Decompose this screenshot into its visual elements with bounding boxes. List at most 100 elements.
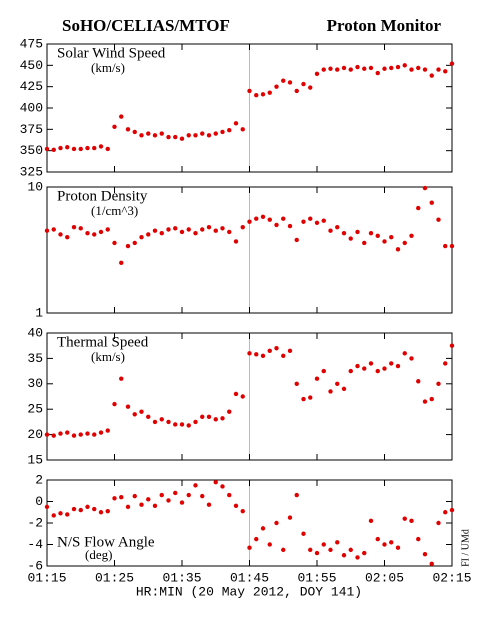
data-point xyxy=(416,65,421,71)
title-left: SoHO/CELIAS/MTOF xyxy=(62,16,230,35)
data-point xyxy=(152,503,158,508)
data-point xyxy=(139,234,144,240)
data-point xyxy=(220,226,225,231)
data-point xyxy=(449,61,455,66)
data-point xyxy=(267,348,272,353)
data-point xyxy=(112,240,117,246)
data-point xyxy=(321,542,326,547)
data-point xyxy=(443,361,448,366)
y-tick-label: 325 xyxy=(20,164,43,179)
data-point xyxy=(119,260,124,266)
data-point xyxy=(240,127,245,132)
data-point xyxy=(159,230,164,236)
data-point xyxy=(240,508,245,514)
data-point xyxy=(355,229,360,235)
data-point xyxy=(449,343,455,348)
data-point xyxy=(240,394,245,399)
data-point xyxy=(166,419,171,425)
data-point xyxy=(119,376,124,381)
data-point xyxy=(98,430,104,435)
data-point xyxy=(98,510,104,515)
data-point xyxy=(301,219,306,224)
x-tick-label: 01:25 xyxy=(95,570,134,585)
panel-unit: (km/s) xyxy=(91,349,125,364)
data-point xyxy=(200,227,205,232)
data-point xyxy=(308,547,313,553)
data-point xyxy=(58,511,63,516)
data-point xyxy=(213,479,218,485)
data-point xyxy=(206,502,212,507)
data-point xyxy=(159,417,164,422)
data-point xyxy=(287,348,293,353)
data-point xyxy=(382,542,387,547)
data-point xyxy=(105,146,110,152)
data-point xyxy=(179,500,185,505)
data-point xyxy=(125,127,131,132)
data-point xyxy=(281,216,286,221)
data-point xyxy=(409,518,414,524)
data-point xyxy=(179,229,185,235)
data-point xyxy=(260,353,266,359)
data-point xyxy=(436,217,441,222)
y-tick-label: -6 xyxy=(27,558,43,573)
data-point xyxy=(308,395,313,400)
data-point xyxy=(112,124,117,129)
data-point xyxy=(159,131,164,136)
data-point xyxy=(125,404,131,409)
data-point xyxy=(443,243,448,249)
data-point xyxy=(274,520,279,526)
data-point xyxy=(166,498,171,503)
data-point xyxy=(119,495,124,500)
data-point xyxy=(314,550,320,556)
data-point xyxy=(382,239,387,244)
data-point xyxy=(132,240,137,246)
data-point xyxy=(71,146,77,152)
data-point xyxy=(328,228,333,233)
data-point xyxy=(65,145,70,150)
title-right: Proton Monitor xyxy=(327,16,442,35)
panel-title: Solar Wind Speed xyxy=(57,45,166,61)
data-point xyxy=(179,136,185,141)
data-point xyxy=(139,133,144,138)
data-point xyxy=(368,65,374,71)
data-point xyxy=(348,547,353,553)
x-tick-label: 01:45 xyxy=(230,570,269,585)
data-point xyxy=(233,503,239,508)
data-point xyxy=(240,224,245,230)
data-point xyxy=(200,493,205,499)
data-point xyxy=(402,240,407,246)
data-point xyxy=(105,428,110,433)
data-point xyxy=(321,218,326,223)
data-point xyxy=(409,233,414,238)
data-point xyxy=(92,506,97,512)
data-point xyxy=(436,520,441,526)
data-point xyxy=(213,228,218,233)
data-point xyxy=(274,84,279,89)
data-point xyxy=(301,81,306,87)
data-point xyxy=(78,226,83,231)
data-point xyxy=(449,243,455,249)
data-point xyxy=(301,396,306,402)
data-point xyxy=(173,422,178,427)
data-point xyxy=(382,366,387,371)
data-point xyxy=(429,396,434,402)
data-point xyxy=(416,379,421,384)
data-point xyxy=(132,493,137,499)
data-point xyxy=(119,114,124,119)
data-point xyxy=(294,237,299,243)
data-point xyxy=(267,542,272,547)
data-point xyxy=(281,353,286,359)
data-point xyxy=(58,232,63,237)
data-point xyxy=(409,67,414,72)
data-point xyxy=(193,419,198,425)
data-point xyxy=(254,352,259,357)
x-tick-label: 01:35 xyxy=(162,570,201,585)
data-point xyxy=(422,185,428,191)
data-point xyxy=(98,229,104,235)
credit: FI / UMd xyxy=(460,529,471,567)
data-point xyxy=(335,67,340,72)
data-point xyxy=(267,90,272,95)
y-tick-label: -2 xyxy=(27,515,43,530)
data-point xyxy=(368,230,374,236)
data-point xyxy=(341,553,347,558)
